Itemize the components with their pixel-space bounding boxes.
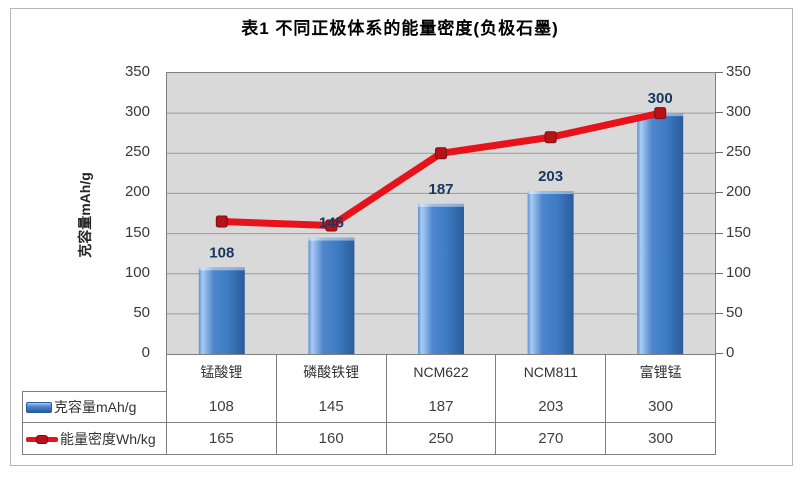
category-label: 锰酸锂 [200, 364, 243, 380]
right-axis-tick-label: 350 [726, 63, 752, 80]
table-value-cell: 203 [495, 391, 605, 422]
legend-column: 克容量mAh/g 能量密度Wh/kg [22, 391, 166, 455]
left-axis-tick-label: 0 [141, 344, 150, 361]
right-axis-tickmark [716, 312, 723, 314]
line-marker-富锂锰 [654, 107, 667, 120]
right-axis-tick-label: 300 [726, 103, 752, 121]
table-value-cell: 108 [208, 398, 234, 415]
data-table: 108 145 187 203 300 165 160 250 270 300 [166, 391, 716, 455]
right-axis-tick-label: 100 [726, 263, 752, 281]
left-axis-tick-label: 200 [124, 183, 150, 201]
data-label-富锂锰: 300 [648, 90, 673, 107]
bar-富锂锰 [637, 113, 684, 354]
bar-锰酸锂 [198, 267, 245, 354]
line-marker-锰酸锂 [215, 215, 228, 228]
data-label-NCM622: 187 [428, 181, 453, 198]
right-axis-tickmark [716, 272, 723, 274]
bar-磷酸铁锂 [308, 237, 355, 354]
left-axis-tick-label: 150 [124, 223, 150, 241]
right-axis-tick-label: 250 [726, 143, 752, 161]
category-label: NCM811 [495, 355, 605, 391]
legend-item-line: 能量密度Wh/kg [22, 423, 166, 455]
table-row-bar: 108 145 187 203 300 [166, 391, 716, 423]
table-value-cell: 300 [605, 391, 715, 422]
line-marker-NCM811 [544, 131, 557, 144]
legend-label: 克容量mAh/g [54, 399, 137, 415]
left-axis-tick-label: 300 [124, 103, 150, 121]
bar-top-highlight [308, 237, 355, 241]
chart-title: 表1 不同正极体系的能量密度(负极石墨) [241, 19, 559, 38]
bar-top-highlight [418, 203, 464, 207]
bar-top-highlight [198, 267, 245, 271]
right-axis-tickmark [716, 112, 723, 114]
table-value-cell: 160 [275, 423, 386, 454]
line-marker-磷酸铁锂 [325, 219, 338, 232]
right-axis-tickmark [716, 232, 723, 234]
panel-border [10, 8, 793, 466]
right-axis-tick-label: 150 [726, 223, 752, 241]
left-axis-tick-label: 350 [124, 63, 150, 80]
combo-chart: 108 145 187 203 300 [167, 90, 715, 354]
data-label-NCM811: 203 [538, 168, 563, 185]
table-value-cell: 270 [495, 423, 605, 454]
table-value-cell: 250 [385, 423, 496, 454]
table-value-cell: 300 [605, 423, 715, 454]
category-label: 富锂锰 [605, 355, 715, 391]
line-marker-NCM622 [435, 147, 447, 160]
left-axis-tick-label: 250 [124, 143, 150, 161]
right-axis-tickmark [716, 192, 723, 194]
category-header-row: 锰酸锂 磷酸铁锂 NCM622 NCM811 富锂锰 [166, 355, 716, 392]
category-label: NCM622 [385, 355, 496, 391]
legend-label: 能量密度Wh/kg [60, 430, 156, 447]
table-value-cell: 165 [208, 430, 234, 447]
right-axis-tickmark [716, 72, 723, 73]
right-axis-tick-label: 50 [726, 303, 743, 321]
legend-item-bar: 克容量mAh/g [22, 391, 166, 423]
category-label: 磷酸铁锂 [275, 355, 386, 391]
table-value-cell: 187 [385, 391, 496, 422]
right-axis-tick-label: 200 [726, 183, 752, 201]
table-value-cell: 145 [275, 391, 386, 422]
right-axis-tickmark [716, 152, 723, 154]
plot-area: 108 145 187 203 300 [166, 72, 716, 355]
table-row-line: 165 160 250 270 300 [166, 423, 716, 455]
bar-NCM622 [418, 203, 464, 354]
bar-top-highlight [527, 191, 574, 195]
left-axis-tick-label: 100 [124, 263, 150, 281]
left-axis-tick-label: 50 [133, 303, 150, 321]
data-label-磷酸铁锂: 145 [319, 215, 344, 232]
data-label-锰酸锂: 108 [209, 244, 234, 261]
bar-NCM811 [527, 191, 574, 354]
line-series-swatch-icon [26, 432, 58, 446]
bar-series-swatch-icon [26, 401, 52, 413]
right-axis-tickmark [716, 353, 723, 354]
right-axis-tick-label: 0 [726, 344, 735, 361]
